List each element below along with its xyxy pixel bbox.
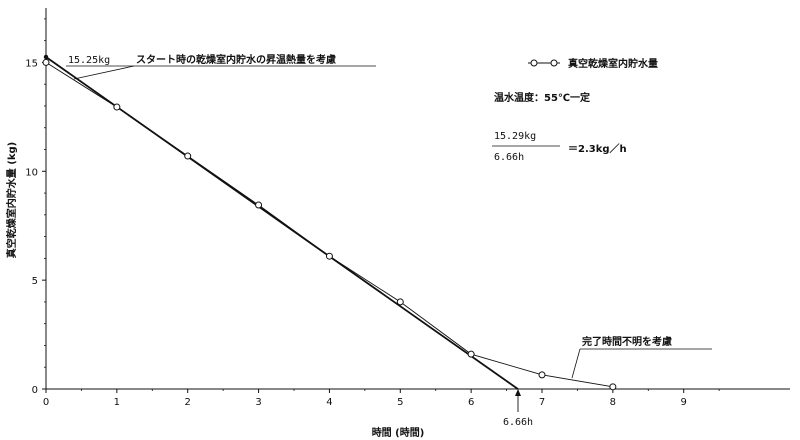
data-point	[538, 371, 546, 379]
end-annotation: 完了時間不明を考慮	[571, 335, 712, 379]
series-line	[45, 62, 613, 388]
data-point	[113, 103, 121, 111]
data-point	[396, 298, 404, 306]
data-point	[184, 152, 192, 160]
x-tick-label: 9	[681, 397, 687, 408]
data-point	[325, 252, 333, 260]
x-tick-label: 0	[43, 397, 49, 408]
water-temp-label: 温水温度：55℃一定	[494, 91, 590, 104]
start-annotation: 15.25kg スタート時の乾燥室内貯水の昇温熱量を考慮	[66, 53, 376, 80]
rate-result: ＝2.3kg／h	[568, 142, 627, 155]
y-axis-title: 真空乾燥室内貯水量 (kg)	[5, 142, 18, 258]
y-tick-label: 0	[32, 385, 38, 396]
end-note-label: 完了時間不明を考慮	[582, 335, 672, 348]
data-point	[467, 350, 475, 358]
start-value-label: 15.25kg	[68, 55, 110, 66]
series-group	[42, 58, 617, 391]
x-tick-label: 6	[468, 397, 474, 408]
x-tick-label: 4	[326, 397, 332, 408]
x-tick-label: 5	[397, 397, 403, 408]
end-time-label: 6.66h	[503, 417, 533, 428]
data-point	[255, 201, 263, 209]
end-time-marker: 6.66h	[503, 389, 533, 428]
legend: 真空乾燥室内貯水量	[528, 57, 658, 70]
start-leader	[73, 65, 135, 80]
x-tick-label: 1	[114, 397, 120, 408]
x-axis-title: 時間 (時間)	[372, 426, 425, 439]
data-point	[609, 383, 617, 391]
x-tick-label: 2	[185, 397, 191, 408]
y-tick-label: 10	[25, 167, 38, 178]
end-leader	[571, 348, 581, 379]
rate-numerator: 15.29kg	[494, 131, 536, 142]
data-point	[42, 58, 50, 66]
legend-marker	[530, 59, 538, 67]
axes	[42, 8, 790, 393]
rate-formula: 15.29kg 6.66h ＝2.3kg／h	[492, 131, 627, 163]
y-tick-label: 5	[32, 276, 38, 287]
rate-denominator: 6.66h	[494, 152, 524, 163]
x-tick-label: 7	[539, 397, 545, 408]
x-tick-label: 3	[255, 397, 261, 408]
tick-labels: 0 1 2 3 4 5 6 7 8 9 0 5 10 15	[25, 58, 687, 408]
legend-marker	[550, 59, 558, 67]
fit-start-point	[43, 54, 49, 60]
legend-label: 真空乾燥室内貯水量	[568, 57, 658, 70]
x-tick-label: 8	[610, 397, 616, 408]
start-note-label: スタート時の乾燥室内貯水の昇温熱量を考慮	[136, 53, 336, 66]
y-tick-label: 15	[25, 58, 38, 69]
end-time-arrowhead	[515, 389, 521, 396]
